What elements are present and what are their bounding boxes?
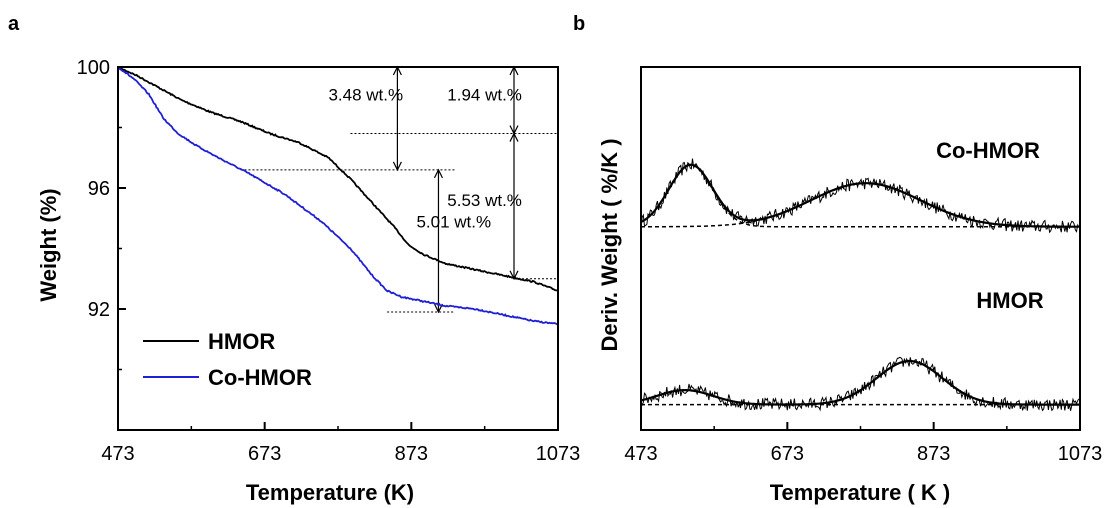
noisy-trace-co-hmor [640, 158, 1080, 234]
y-tick-label-a: 100 [77, 57, 110, 79]
x-tick-label-a: 873 [395, 443, 428, 465]
annotation-3-48: 3.48 wt.% [328, 85, 403, 104]
series-label-co-hmor: Co-HMOR [936, 138, 1040, 163]
series-line-co-hmor [117, 66, 559, 326]
annotation-1-94: 1.94 wt.% [447, 85, 522, 104]
series-lines-b [640, 158, 1080, 412]
reference-lines [240, 133, 558, 313]
x-tick-label-a: 473 [101, 443, 134, 465]
fit-curve-hmor [640, 359, 1080, 406]
y-tick-label-a: 92 [88, 299, 110, 321]
series-line-hmor [117, 65, 559, 292]
annotation-5-53: 5.53 wt.% [447, 191, 522, 210]
component-peak-co-hmor-1 [640, 164, 1080, 228]
annotation-5-01: 5.01 wt.% [416, 212, 491, 231]
fit-curve-co-hmor [640, 163, 1080, 228]
component-peak-hmor-2 [641, 360, 1080, 406]
plot-frame-a [117, 66, 559, 431]
x-tick-label-a: 1073 [536, 443, 581, 465]
arrow-3-48-head-bottom [392, 161, 402, 172]
ticks-a: 473 673 873 1073 92 96 100 [77, 57, 581, 465]
x-tick-label-b: 673 [771, 443, 804, 465]
legend: HMOR Co-HMOR [143, 329, 312, 390]
component-peak-co-hmor-2 [641, 182, 1080, 228]
arrow-5-01-head-bottom [433, 303, 444, 314]
x-axis-title-b: Temperature ( K ) [770, 480, 951, 505]
x-tick-label-b: 473 [624, 443, 657, 465]
plot-frame-b [640, 66, 1081, 431]
noisy-trace-hmor [640, 356, 1080, 412]
y-axis-title-a: Weight (%) [36, 188, 61, 301]
series-label-hmor: HMOR [976, 288, 1043, 313]
panel-b-chart: 473 673 873 1073 Co-HMOR HMOR Temperature (… [597, 66, 1102, 505]
y-axis-title-b: Deriv. Weight ( %/K ) [597, 138, 622, 351]
arrow-5-53-head-top [509, 132, 519, 142]
panel-a-letter: a [8, 13, 20, 35]
series-lines [117, 65, 559, 326]
ticks-b: 473 673 873 1073 [624, 422, 1102, 465]
x-tick-label-b: 1073 [1058, 443, 1103, 465]
legend-label-co-hmor: Co-HMOR [208, 365, 312, 390]
panel-a-chart: 473 673 873 1073 92 96 100 3.48 wt.% 1.94 wt.%… [36, 57, 580, 505]
arrow-5-01-head-top [433, 168, 444, 179]
x-tick-label-b: 873 [917, 443, 950, 465]
y-tick-label-a: 96 [88, 178, 110, 200]
legend-label-hmor: HMOR [208, 329, 275, 354]
x-axis-title-a: Temperature (K) [246, 480, 414, 505]
x-tick-label-a: 673 [248, 443, 281, 465]
panel-b-letter: b [573, 13, 585, 35]
